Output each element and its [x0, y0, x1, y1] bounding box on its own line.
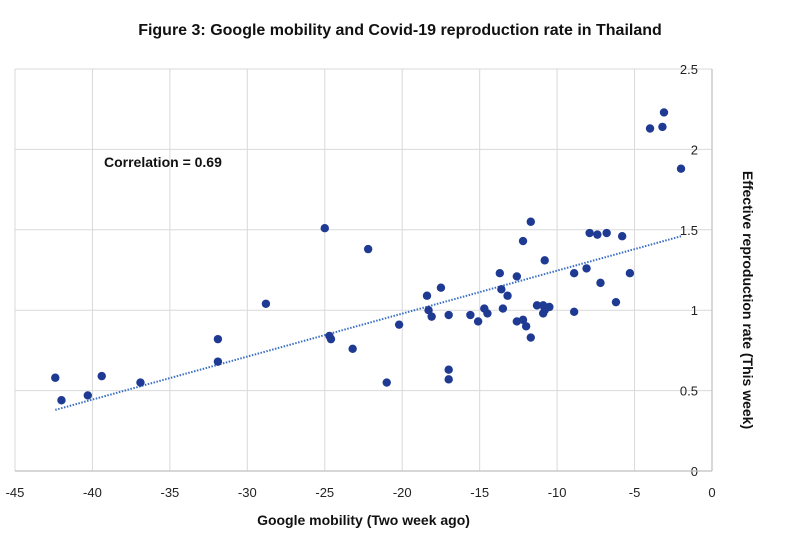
data-point: [676, 164, 686, 173]
x-tick-label: -15: [470, 485, 489, 500]
y-axis-label: Effective reproduction rate (This week): [740, 170, 756, 430]
data-point: [617, 232, 627, 241]
data-point: [261, 299, 271, 308]
data-point: [645, 124, 655, 133]
data-point: [444, 365, 453, 374]
data-point: [444, 375, 453, 384]
y-tick-label: 1.5: [680, 223, 698, 238]
data-point: [593, 230, 602, 239]
data-point: [436, 283, 446, 292]
data-point: [422, 291, 432, 300]
data-point: [320, 223, 329, 233]
data-point: [585, 228, 594, 238]
x-tick-label: -5: [629, 485, 641, 500]
data-point: [136, 378, 145, 387]
data-point: [83, 391, 92, 400]
data-point: [596, 278, 605, 288]
data-point: [569, 269, 579, 278]
data-point: [57, 396, 66, 405]
data-point: [503, 291, 512, 300]
data-point: [427, 312, 436, 321]
x-tick-label: -35: [160, 485, 179, 500]
data-point: [582, 264, 591, 273]
correlation-annotation: Correlation = 0.69: [104, 154, 222, 170]
chart-title: Figure 3: Google mobility and Covid-19 r…: [138, 22, 662, 39]
data-point: [498, 304, 508, 313]
data-point: [213, 357, 223, 366]
data-point: [382, 378, 391, 387]
data-point: [602, 228, 611, 238]
data-point: [483, 309, 492, 318]
data-point: [518, 236, 528, 246]
data-point: [540, 256, 549, 265]
trendline: [55, 235, 682, 411]
y-tick-label: 2: [691, 142, 698, 157]
data-point: [466, 310, 475, 320]
data-point: [213, 334, 223, 344]
data-point: [444, 310, 453, 320]
data-point: [363, 244, 373, 254]
y-tick-label: 1: [691, 303, 698, 318]
x-axis-label: Google mobility (Two week ago): [257, 512, 470, 528]
x-tick-label: -20: [393, 485, 412, 500]
data-point: [495, 269, 505, 278]
data-point: [518, 315, 528, 325]
x-tick-label: -40: [83, 485, 102, 500]
data-point: [97, 371, 106, 381]
data-point: [326, 334, 336, 344]
data-point: [532, 301, 542, 310]
data-point: [569, 307, 579, 317]
x-tick-label: -25: [315, 485, 334, 500]
data-point: [473, 317, 483, 326]
x-tick-label: -45: [6, 485, 25, 500]
data-point: [51, 373, 60, 382]
data-point: [658, 122, 667, 132]
x-tick-label: 0: [708, 485, 715, 500]
data-point: [611, 297, 621, 307]
data-point: [526, 217, 535, 226]
data-point: [659, 108, 669, 117]
data-point: [424, 306, 433, 315]
y-tick-label: 2.5: [680, 62, 698, 77]
y-tick-label: 0.5: [680, 384, 698, 399]
data-point: [348, 344, 357, 353]
data-point: [394, 320, 404, 329]
data-point: [497, 285, 506, 294]
x-tick-label: -30: [238, 485, 257, 500]
data-point: [512, 272, 522, 281]
data-point: [540, 306, 549, 315]
x-tick-label: -10: [548, 485, 567, 500]
data-point: [526, 333, 535, 342]
data-point: [521, 322, 531, 331]
data-point: [625, 269, 635, 278]
